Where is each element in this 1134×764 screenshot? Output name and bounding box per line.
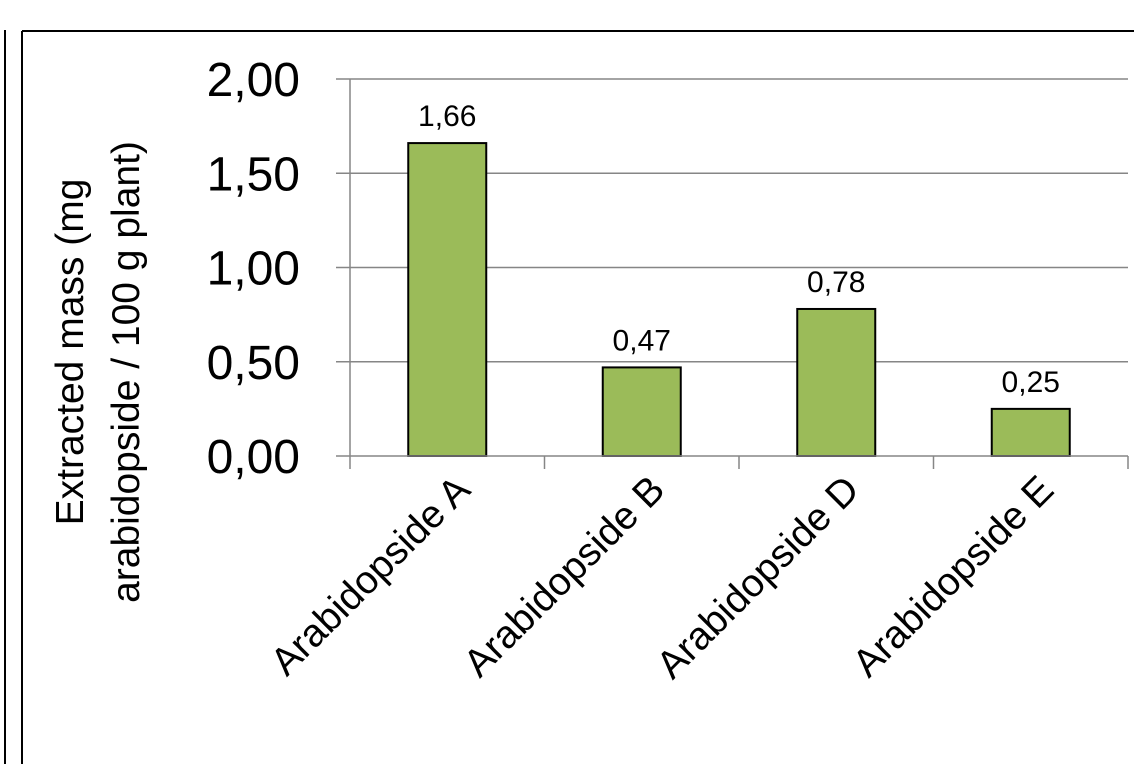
bar xyxy=(601,366,682,457)
axes xyxy=(336,79,1129,469)
y-tick-label: 2,00 xyxy=(207,54,300,107)
data-label: 0,47 xyxy=(613,324,671,357)
bar xyxy=(990,407,1071,457)
data-label: 0,78 xyxy=(807,266,865,299)
x-category-label: Arabidopside D xyxy=(649,468,868,687)
bar xyxy=(796,307,877,457)
data-label: 0,25 xyxy=(1002,366,1060,399)
y-axis-title-line-1: Extracted mass (mg xyxy=(49,179,92,526)
data-label: 1,66 xyxy=(418,100,476,133)
x-category-label: Arabidopside E xyxy=(845,468,1062,685)
y-tick-label: 0,00 xyxy=(207,431,300,484)
x-category-label: Arabidopside A xyxy=(263,468,479,684)
y-axis-title-line-2: arabidopside / 100 g plant) xyxy=(105,141,148,603)
bar xyxy=(407,142,488,457)
bars xyxy=(407,142,1071,457)
y-tick-label: 1,00 xyxy=(207,243,300,296)
x-category-label: Arabidopside B xyxy=(456,468,673,685)
y-tick-label: 0,50 xyxy=(207,337,300,390)
y-tick-label: 1,50 xyxy=(207,148,300,201)
